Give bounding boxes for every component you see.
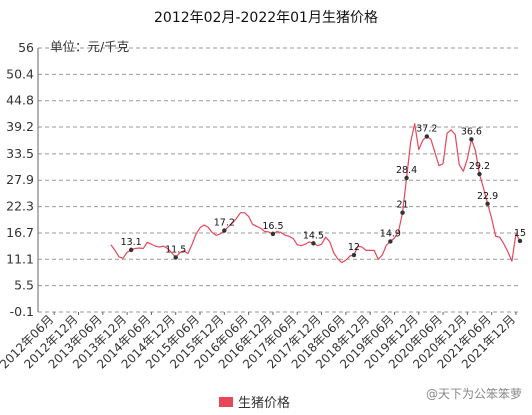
data-label: 36.6 xyxy=(461,126,482,137)
data-label: 28.4 xyxy=(396,165,417,176)
data-point xyxy=(424,134,430,139)
watermark: @天下为公笨笨萝 xyxy=(426,386,522,401)
legend-label[interactable]: 生猪价格 xyxy=(238,395,290,411)
data-point xyxy=(388,239,393,244)
data-label: 37.2 xyxy=(416,123,437,134)
y-tick-label: 5.5 xyxy=(14,278,34,293)
data-point xyxy=(469,137,474,142)
data-point xyxy=(485,201,490,206)
y-tick-label: 39.2 xyxy=(6,119,34,134)
y-tick-label: 44.8 xyxy=(6,93,34,108)
data-label: 17.2 xyxy=(214,218,235,229)
data-point xyxy=(400,210,405,215)
data-label: 16.5 xyxy=(262,221,283,232)
y-axis-ticks: 56 50.4 44.8 39.2 33.5 27.9 22.3 16.7 11.1 5.5 -0.… xyxy=(6,40,34,319)
y-tick-label: 11.1 xyxy=(6,251,34,266)
legend-swatch[interactable] xyxy=(219,397,233,407)
data-label: 14.9 xyxy=(380,228,401,239)
data-label: 15 xyxy=(514,228,526,239)
data-label: 29.2 xyxy=(469,161,490,172)
y-tick-label: 16.7 xyxy=(6,225,34,240)
chart-title: 2012年02月-2022年01月生猪价格 xyxy=(154,10,378,26)
x-axis-ticks: 2012年06月2012年12月2013年06月2013年12月2014年06月… xyxy=(0,312,518,371)
series-line xyxy=(110,123,521,264)
y-tick-label: 56 xyxy=(18,40,34,55)
data-point xyxy=(311,241,316,246)
y-tick-label: -0.1 xyxy=(10,304,34,319)
data-label: 11.5 xyxy=(165,244,186,255)
data-point xyxy=(128,247,134,253)
y-tick-label: 33.5 xyxy=(6,146,34,161)
legend[interactable]: 生猪价格 xyxy=(219,395,290,411)
data-label: 14.5 xyxy=(303,230,324,241)
data-point xyxy=(517,238,523,244)
data-label: 12 xyxy=(348,242,360,253)
data-point xyxy=(404,175,409,181)
y-tick-label: 22.3 xyxy=(6,199,34,214)
data-point xyxy=(477,171,482,177)
y-tick-label: 27.9 xyxy=(6,172,34,187)
data-label: 21 xyxy=(396,200,408,211)
data-label: 13.1 xyxy=(121,237,142,248)
grid-lines xyxy=(38,47,520,313)
data-point xyxy=(173,255,178,260)
data-label: 22.9 xyxy=(477,191,498,202)
data-point xyxy=(351,252,357,258)
data-point xyxy=(270,231,276,237)
data-point xyxy=(222,228,227,233)
y-tick-label: 50.4 xyxy=(6,66,34,81)
unit-label: 单位：元/千克 xyxy=(50,39,129,54)
series-pig-price: 13.1 11.5 17.2 16.5 14.5 12 14.9 21 28.4 37.2 36.6… xyxy=(110,123,526,264)
